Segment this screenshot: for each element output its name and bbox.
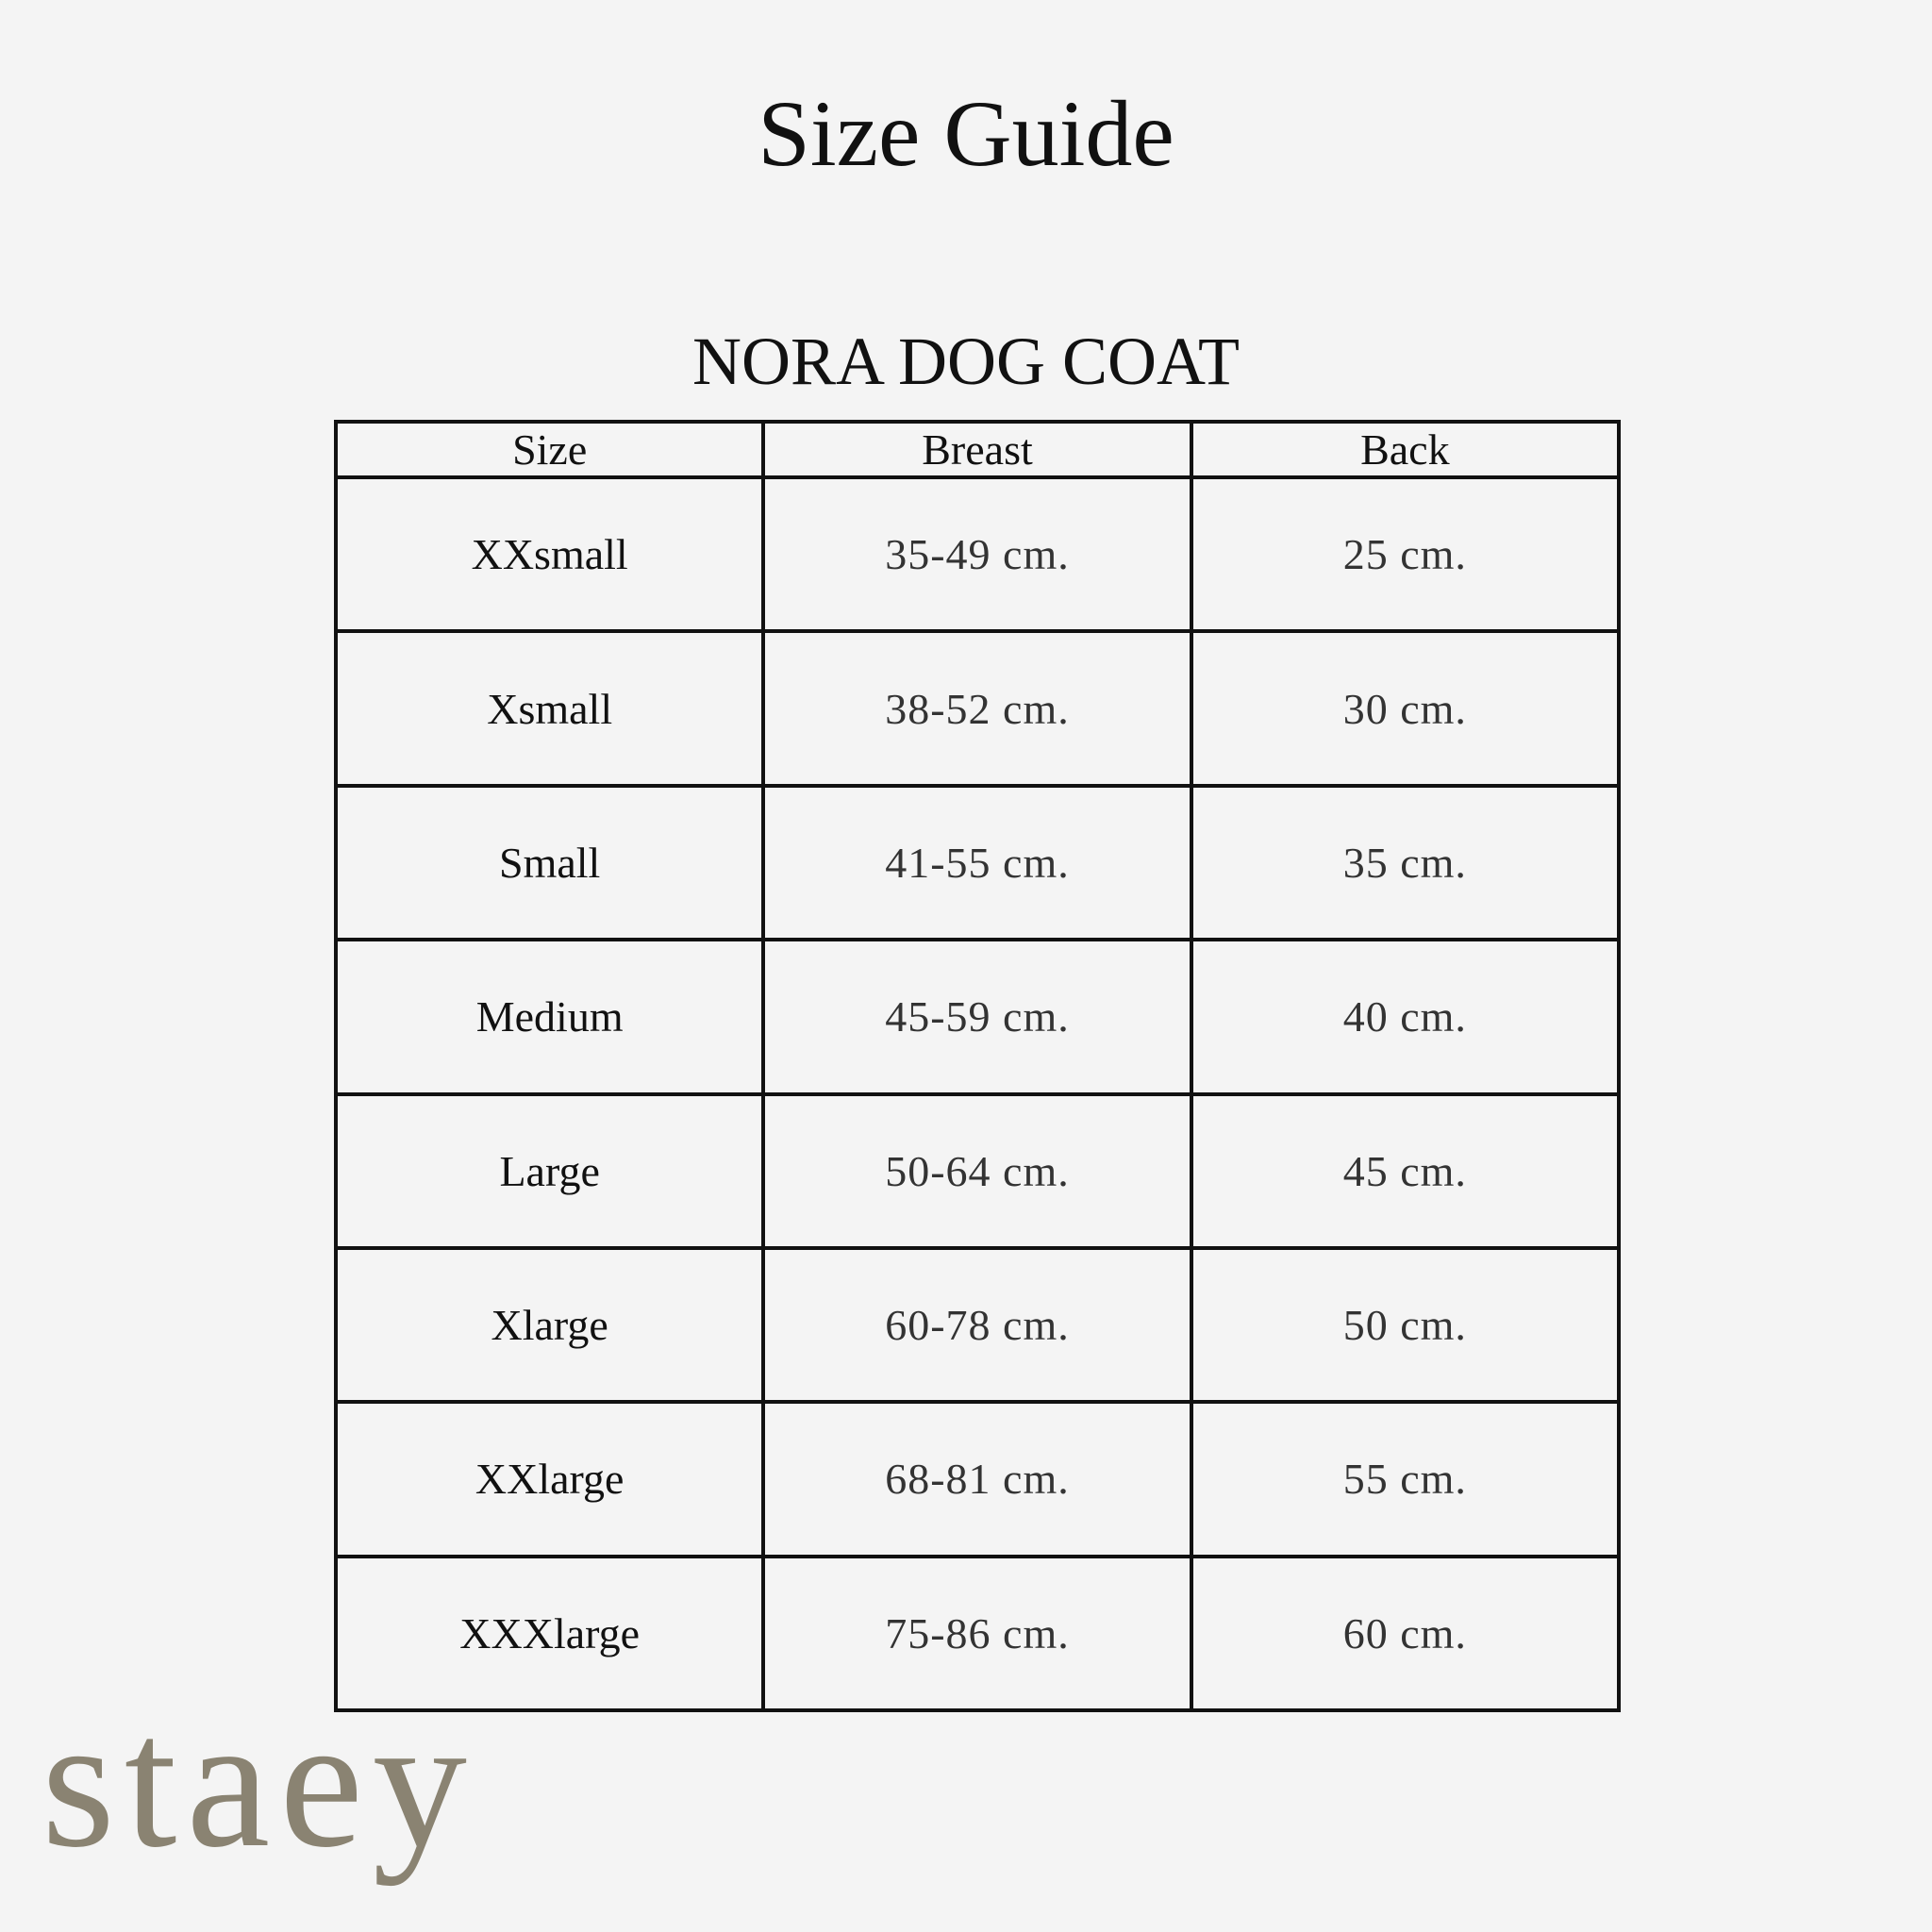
back-cell: 55 cm. <box>1189 1400 1622 1558</box>
page-title: Size Guide <box>758 81 1174 186</box>
size-cell: Large <box>333 1091 766 1250</box>
table-row: Xlarge 60-78 cm. 50 cm. <box>333 1245 1622 1405</box>
breast-cell: 50-64 cm. <box>761 1091 1193 1250</box>
table-row: Xsmall 38-52 cm. 30 cm. <box>333 629 1622 788</box>
breast-cell: 60-78 cm. <box>761 1245 1193 1405</box>
breast-cell: 68-81 cm. <box>761 1400 1193 1558</box>
back-cell: 40 cm. <box>1189 938 1622 1096</box>
header-back: Back <box>1189 420 1622 479</box>
table-row: XXlarge 68-81 cm. 55 cm. <box>333 1400 1622 1558</box>
size-cell: Xlarge <box>333 1245 766 1405</box>
table-row: Small 41-55 cm. 35 cm. <box>333 783 1622 942</box>
breast-cell: 38-52 cm. <box>761 629 1193 788</box>
breast-cell: 35-49 cm. <box>761 475 1193 634</box>
back-cell: 45 cm. <box>1189 1091 1622 1250</box>
size-cell: XXlarge <box>333 1400 766 1558</box>
header-breast: Breast <box>761 420 1193 479</box>
size-cell: Small <box>333 783 766 942</box>
table-header-row: Size Breast Back <box>333 420 1622 479</box>
back-cell: 25 cm. <box>1189 475 1622 634</box>
size-cell: Xsmall <box>333 629 766 788</box>
header-size: Size <box>333 420 766 479</box>
table-row: XXXlarge 75-86 cm. 60 cm. <box>333 1554 1622 1713</box>
size-cell: XXXlarge <box>333 1554 766 1713</box>
size-cell: XXsmall <box>333 475 766 634</box>
table-row: XXsmall 35-49 cm. 25 cm. <box>333 475 1622 634</box>
back-cell: 35 cm. <box>1189 783 1622 942</box>
breast-cell: 75-86 cm. <box>761 1554 1193 1713</box>
brand-logo: staey <box>42 1678 476 1887</box>
size-table: Size Breast Back XXsmall 35-49 cm. 25 cm. X… <box>333 420 1622 1713</box>
back-cell: 50 cm. <box>1189 1245 1622 1405</box>
back-cell: 30 cm. <box>1189 629 1622 788</box>
breast-cell: 45-59 cm. <box>761 938 1193 1096</box>
back-cell: 60 cm. <box>1189 1554 1622 1713</box>
table-row: Medium 45-59 cm. 40 cm. <box>333 938 1622 1096</box>
breast-cell: 41-55 cm. <box>761 783 1193 942</box>
product-name: NORA DOG COAT <box>691 324 1241 399</box>
size-cell: Medium <box>333 938 766 1096</box>
table-row: Large 50-64 cm. 45 cm. <box>333 1091 1622 1250</box>
